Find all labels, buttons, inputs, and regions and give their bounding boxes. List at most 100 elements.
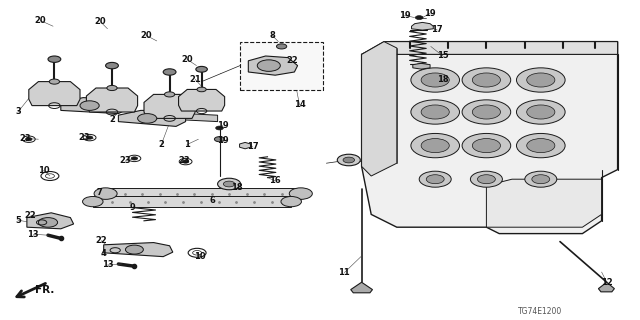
Polygon shape [106,188,301,199]
Circle shape [164,92,175,97]
Circle shape [218,178,241,190]
Text: 14: 14 [294,100,305,109]
Circle shape [516,68,565,92]
Circle shape [411,133,460,158]
Text: 1: 1 [184,140,190,149]
Polygon shape [86,88,138,112]
Circle shape [196,66,207,72]
Text: 22: 22 [95,236,107,245]
Text: 19: 19 [424,9,436,18]
Circle shape [477,175,495,184]
Polygon shape [118,110,186,126]
Text: 13: 13 [102,260,113,269]
Polygon shape [412,22,433,30]
Circle shape [462,133,511,158]
Text: 7: 7 [97,188,102,197]
Text: 20: 20 [95,17,106,26]
Circle shape [470,171,502,187]
Text: 10: 10 [38,166,49,175]
Text: 11: 11 [339,268,350,277]
Polygon shape [413,63,430,69]
Text: 5: 5 [15,216,21,225]
Circle shape [426,175,444,184]
Text: 3: 3 [15,108,20,116]
Text: 19: 19 [217,136,228,145]
Text: 20: 20 [140,31,152,40]
Text: 2: 2 [158,140,164,149]
Polygon shape [362,42,618,234]
Circle shape [462,100,511,124]
Circle shape [516,100,565,124]
Circle shape [281,196,301,207]
Circle shape [80,101,99,110]
Polygon shape [598,282,614,292]
Circle shape [289,188,312,199]
Circle shape [223,181,235,187]
Polygon shape [248,56,298,75]
Circle shape [106,62,118,69]
Text: 16: 16 [269,176,281,185]
Text: 23: 23 [179,156,190,165]
Text: 18: 18 [437,75,449,84]
Circle shape [83,196,103,207]
Text: 9: 9 [130,204,135,212]
Circle shape [462,68,511,92]
Text: 4: 4 [100,249,107,258]
Circle shape [214,137,225,142]
Text: 23: 23 [79,133,90,142]
Polygon shape [351,282,372,293]
Text: 17: 17 [247,142,259,151]
Text: 22: 22 [286,56,298,65]
Circle shape [421,73,449,87]
Circle shape [49,79,60,84]
Circle shape [419,171,451,187]
Circle shape [131,157,138,160]
Text: 17: 17 [431,25,443,34]
Polygon shape [186,114,218,122]
Circle shape [86,136,93,139]
Circle shape [532,175,550,184]
Polygon shape [29,82,80,106]
Polygon shape [93,196,291,207]
Polygon shape [362,42,397,176]
Circle shape [94,188,117,199]
Text: 19: 19 [217,121,228,130]
Text: 23: 23 [120,156,131,165]
Text: 6: 6 [209,196,216,205]
Circle shape [525,171,557,187]
Text: 22: 22 [25,211,36,220]
Text: 13: 13 [28,230,39,239]
Polygon shape [486,179,602,227]
Text: 2: 2 [109,115,115,124]
Circle shape [276,44,287,49]
Circle shape [415,16,423,20]
Text: 15: 15 [437,52,449,60]
Circle shape [421,105,449,119]
Polygon shape [362,42,618,54]
Text: 12: 12 [601,278,612,287]
FancyBboxPatch shape [240,42,323,90]
Circle shape [26,138,32,141]
Circle shape [107,85,117,91]
Text: 18: 18 [231,183,243,192]
Circle shape [527,139,555,153]
Text: 20: 20 [35,16,46,25]
Circle shape [182,160,189,163]
Text: TG74E1200: TG74E1200 [518,307,563,316]
Circle shape [163,69,176,75]
Circle shape [125,245,143,254]
Circle shape [527,105,555,119]
Circle shape [138,114,157,123]
Circle shape [337,154,360,166]
Polygon shape [239,142,251,149]
Circle shape [421,139,449,153]
Circle shape [472,105,500,119]
Text: 10: 10 [195,252,206,261]
Circle shape [472,139,500,153]
Text: FR.: FR. [35,284,54,295]
Text: 20: 20 [181,55,193,64]
Text: 8: 8 [269,31,275,40]
Text: 19: 19 [399,11,410,20]
Polygon shape [27,213,74,229]
Circle shape [343,157,355,163]
